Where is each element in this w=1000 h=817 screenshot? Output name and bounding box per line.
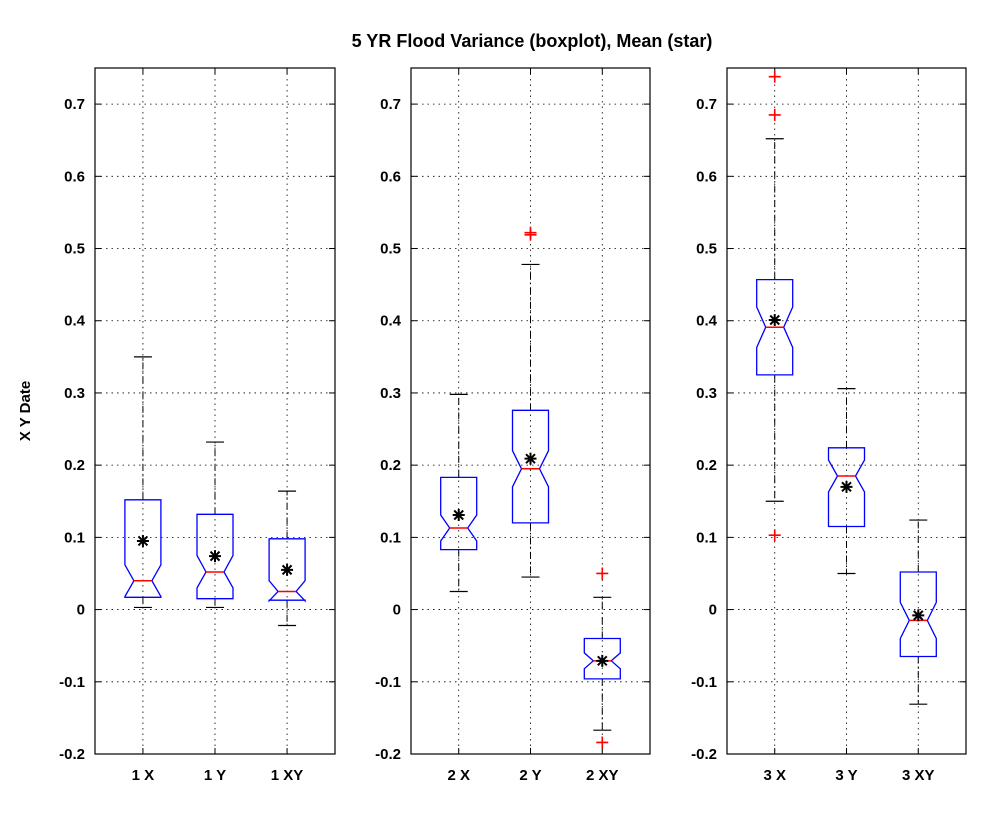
panel-1: -0.2 -0.1 0 0.1 0.2 0.3 0.4 0.5 0.6 0.7 1 X 1 Y 1 XY bbox=[59, 67, 336, 784]
y-tick-label: 0.4 bbox=[380, 313, 402, 330]
y-tick-label: -0.2 bbox=[375, 746, 401, 763]
y-tick-label: 0.4 bbox=[64, 313, 86, 330]
x-tick-label: 2 Y bbox=[519, 767, 541, 784]
y-tick-label: -0.1 bbox=[59, 674, 85, 691]
y-tick-label: -0.2 bbox=[691, 746, 717, 763]
notched-box bbox=[899, 571, 937, 658]
notched-box bbox=[124, 499, 162, 598]
notched-box bbox=[827, 447, 866, 528]
x-tick-label: 1 X bbox=[132, 767, 155, 784]
box-1-y: 1 Y bbox=[196, 68, 234, 784]
y-tick-label: 0.7 bbox=[64, 96, 85, 113]
y-tick-label: 0.1 bbox=[380, 529, 401, 546]
y-tick-label: 0.6 bbox=[696, 168, 717, 185]
x-tick-label: 3 XY bbox=[902, 767, 935, 784]
y-tick-label: 0.6 bbox=[380, 168, 401, 185]
chart-title: 5 YR Flood Variance (boxplot), Mean (sta… bbox=[352, 31, 713, 51]
mean-star-marker bbox=[524, 452, 537, 465]
x-tick-label: 2 XY bbox=[586, 767, 619, 784]
y-tick-label: 0.5 bbox=[64, 241, 85, 258]
y-tick-label: 0.5 bbox=[696, 241, 717, 258]
y-tick-label: 0.3 bbox=[64, 385, 85, 402]
outlier-marker bbox=[768, 108, 781, 121]
outlier-marker bbox=[596, 736, 609, 749]
y-tick-label: 0.1 bbox=[64, 529, 85, 546]
mean-star-marker bbox=[209, 550, 221, 563]
outlier-marker bbox=[768, 70, 781, 83]
box-3-y: 3 Y bbox=[827, 68, 866, 784]
mean-star-marker bbox=[281, 563, 294, 576]
panel-3: -0.2 -0.1 0 0.1 0.2 0.3 0.4 0.5 0.6 0.7 3 X 3 Y 3 XY bbox=[691, 67, 967, 784]
y-tick-label: 0.2 bbox=[64, 457, 85, 474]
box-2-y: 2 Y bbox=[511, 68, 550, 784]
x-tick-label: 2 X bbox=[447, 767, 470, 784]
mean-star-marker bbox=[840, 480, 853, 493]
box-1-xy: 1 XY bbox=[268, 68, 306, 784]
notched-box bbox=[756, 278, 794, 376]
x-tick-label: 3 Y bbox=[835, 767, 857, 784]
y-tick-label: 0.2 bbox=[696, 457, 717, 474]
mean-star-marker bbox=[452, 508, 465, 521]
notched-box bbox=[268, 538, 306, 603]
outlier-marker bbox=[768, 529, 781, 542]
x-tick-label: 3 X bbox=[763, 767, 786, 784]
x-tick-label: 1 Y bbox=[204, 767, 226, 784]
y-tick-label: -0.1 bbox=[691, 674, 717, 691]
y-tick-label: 0.7 bbox=[380, 96, 401, 113]
y-tick-label: 0.6 bbox=[64, 168, 85, 185]
panels: -0.2 -0.1 0 0.1 0.2 0.3 0.4 0.5 0.6 0.7 1 X 1 Y 1 XY… bbox=[59, 67, 967, 784]
panel-2: -0.2 -0.1 0 0.1 0.2 0.3 0.4 0.5 0.6 0.7 2 X 2 Y 2 XY bbox=[375, 67, 651, 784]
x-tick-label: 1 XY bbox=[271, 767, 304, 784]
mean-star-marker bbox=[768, 314, 781, 327]
box-2-xy: 2 XY bbox=[583, 68, 621, 784]
y-tick-label: 0 bbox=[393, 602, 401, 619]
y-tick-label: 0.3 bbox=[380, 385, 401, 402]
mean-star-marker bbox=[912, 609, 925, 622]
y-axis-label: X Y Date bbox=[17, 381, 34, 441]
y-tick-label: 0.1 bbox=[696, 529, 717, 546]
y-tick-label: -0.1 bbox=[375, 674, 401, 691]
box-2-x: 2 X bbox=[440, 68, 478, 784]
y-tick-label: 0.3 bbox=[696, 385, 717, 402]
notched-box bbox=[440, 476, 478, 551]
mean-star-marker bbox=[596, 654, 609, 667]
y-tick-label: 0 bbox=[709, 602, 717, 619]
mean-star-marker bbox=[136, 534, 149, 547]
outlier-marker bbox=[524, 226, 537, 239]
outlier-marker bbox=[596, 567, 609, 580]
box-1-x: 1 X bbox=[124, 68, 162, 784]
y-tick-label: 0 bbox=[77, 602, 85, 619]
y-tick-label: 0.7 bbox=[696, 96, 717, 113]
y-tick-label: -0.2 bbox=[59, 746, 85, 763]
box-3-xy: 3 XY bbox=[899, 68, 937, 784]
notched-box bbox=[511, 409, 550, 524]
y-tick-label: 0.5 bbox=[380, 241, 401, 258]
y-tick-label: 0.2 bbox=[380, 457, 401, 474]
y-tick-label: 0.4 bbox=[696, 313, 718, 330]
box-3-x: 3 X bbox=[756, 68, 794, 784]
notched-box bbox=[196, 513, 234, 600]
notched-box bbox=[583, 637, 621, 680]
